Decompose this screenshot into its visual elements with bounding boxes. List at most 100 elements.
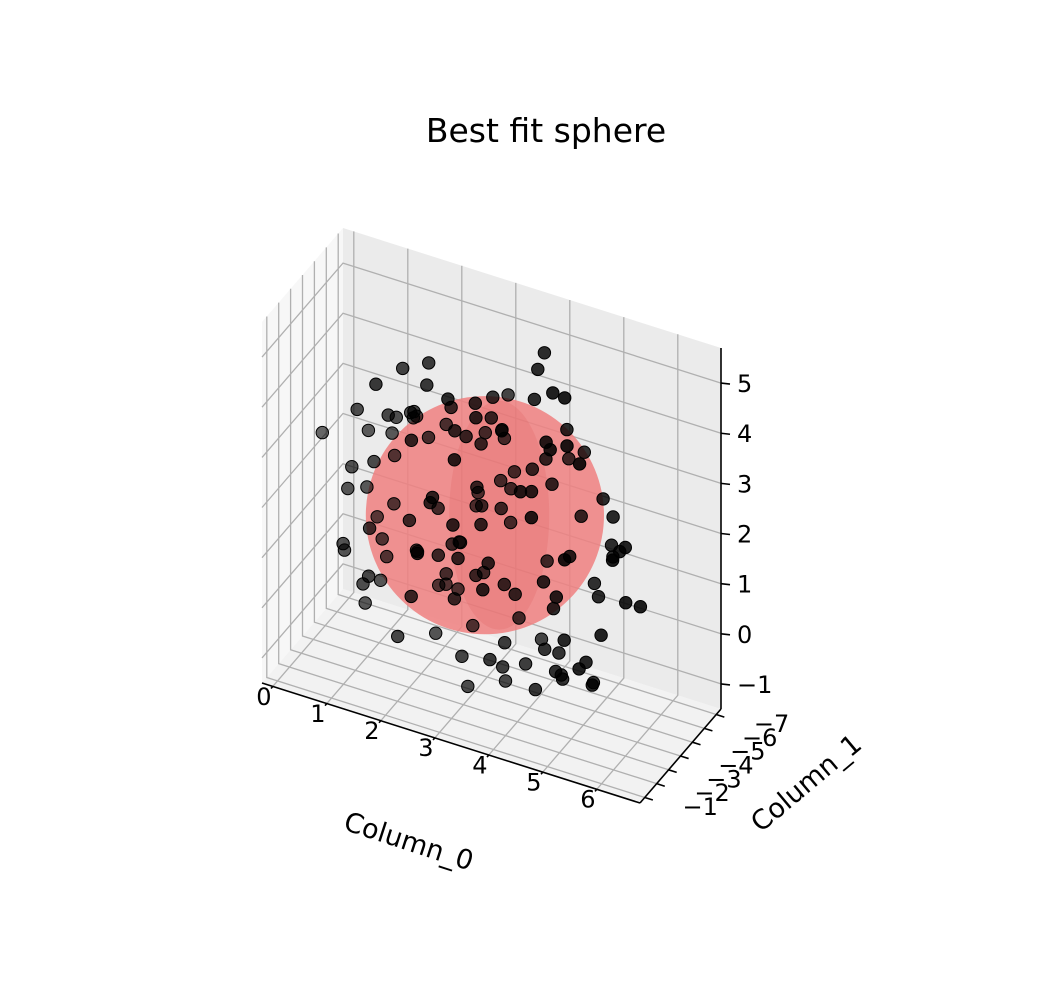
scatter-point bbox=[596, 492, 610, 506]
scatter-point bbox=[549, 590, 563, 604]
scatter-point bbox=[483, 652, 497, 667]
scatter-point bbox=[455, 649, 469, 663]
scatter-point bbox=[572, 662, 586, 676]
scatter-point bbox=[447, 592, 462, 606]
scatter-point bbox=[495, 424, 509, 438]
scatter-point bbox=[524, 510, 539, 525]
scatter-point bbox=[451, 551, 465, 566]
x-tick-label: 1 bbox=[310, 700, 325, 728]
x-tick-mark bbox=[432, 737, 436, 741]
scatter-point bbox=[345, 460, 359, 474]
y-tick-mark bbox=[704, 727, 713, 732]
y-grid-line bbox=[325, 247, 705, 730]
scatter-point bbox=[536, 575, 551, 589]
scatter-point bbox=[557, 633, 571, 647]
z-grid-line bbox=[261, 563, 722, 685]
scatter-point bbox=[560, 422, 574, 437]
scatter-point bbox=[560, 439, 574, 453]
x-grid-line bbox=[488, 300, 571, 756]
y-tick-label: −5 bbox=[730, 738, 765, 766]
x-tick-label: 2 bbox=[364, 717, 379, 745]
scatter-point bbox=[525, 462, 539, 476]
z-tick-mark bbox=[720, 482, 731, 486]
scatter-point bbox=[619, 596, 633, 610]
z-grid-line bbox=[261, 262, 722, 384]
x-grid-line bbox=[596, 334, 679, 790]
scatter-point bbox=[429, 626, 443, 640]
scatter-point bbox=[537, 346, 552, 360]
scatter-point bbox=[540, 554, 554, 568]
x-axis-line bbox=[261, 682, 641, 804]
x-tick-mark bbox=[486, 754, 490, 758]
axis-lines bbox=[261, 348, 731, 804]
scatter-point bbox=[531, 362, 545, 377]
scatter-point bbox=[396, 361, 410, 376]
scatter-point bbox=[498, 674, 513, 688]
scatter-point bbox=[375, 532, 389, 546]
scatter-point bbox=[439, 567, 453, 581]
scatter-point bbox=[381, 408, 395, 422]
scatter-point bbox=[341, 481, 355, 496]
y-tick-mark bbox=[668, 769, 677, 774]
scatter-point bbox=[469, 411, 483, 425]
scatter-point bbox=[562, 452, 576, 466]
scatter-point bbox=[498, 636, 512, 650]
y-tick-mark bbox=[656, 782, 666, 787]
scatter-point bbox=[474, 517, 488, 532]
x-grid-line bbox=[272, 231, 355, 687]
y-tick-label: −6 bbox=[742, 724, 777, 752]
scatter-point bbox=[448, 424, 462, 438]
scatter-point bbox=[358, 596, 372, 610]
scatter-point bbox=[587, 576, 602, 591]
x-tick-mark bbox=[540, 771, 544, 775]
z-tick-mark bbox=[720, 582, 731, 586]
scatter-point bbox=[387, 448, 402, 463]
z-tick-mark bbox=[720, 683, 731, 686]
scatter-point bbox=[572, 457, 587, 471]
scatter-point bbox=[373, 573, 388, 587]
scatter-point bbox=[369, 377, 383, 391]
y-grid-line bbox=[289, 288, 669, 771]
scatter-point bbox=[508, 587, 522, 601]
z-tick-label: 3 bbox=[737, 470, 752, 498]
scatter-point bbox=[513, 485, 528, 499]
scatter-point bbox=[501, 388, 515, 402]
scatter-point bbox=[315, 425, 329, 440]
y-grid-line bbox=[266, 316, 645, 799]
x-tick-mark bbox=[378, 720, 382, 724]
z-tick-label: 0 bbox=[737, 621, 752, 649]
scatter-point bbox=[481, 556, 495, 570]
y-tick-mark bbox=[680, 755, 689, 760]
scatter-point bbox=[527, 392, 542, 407]
z-tick-mark bbox=[720, 432, 731, 436]
scatter-point bbox=[362, 521, 377, 535]
scatter-point bbox=[591, 590, 606, 604]
y-tick-label: −2 bbox=[694, 779, 729, 807]
scatter-point bbox=[431, 548, 445, 562]
x-grid-line bbox=[542, 317, 625, 773]
y-tick-label: −4 bbox=[718, 751, 753, 779]
scatter-point bbox=[574, 509, 588, 523]
scatter-point bbox=[421, 430, 436, 445]
y-tick-mark bbox=[715, 713, 725, 718]
x-tick-label: 6 bbox=[580, 786, 595, 814]
scatter-point bbox=[425, 490, 440, 505]
y-tick-label: −7 bbox=[754, 710, 789, 738]
y-grid-line bbox=[301, 275, 681, 757]
scatter-point bbox=[577, 445, 591, 459]
scatter-point bbox=[476, 583, 490, 597]
scatter-point bbox=[468, 396, 482, 410]
scatter-point bbox=[422, 356, 436, 370]
scatter-point bbox=[503, 515, 518, 530]
y-grid-line bbox=[337, 233, 717, 716]
scatter-point bbox=[466, 618, 480, 633]
z-tick-mark bbox=[720, 632, 731, 636]
scatter-point bbox=[494, 473, 508, 488]
scatter-points bbox=[315, 346, 648, 697]
x-tick-mark bbox=[270, 685, 274, 690]
scatter-point bbox=[474, 437, 488, 451]
z-tick-label: 2 bbox=[737, 521, 752, 549]
